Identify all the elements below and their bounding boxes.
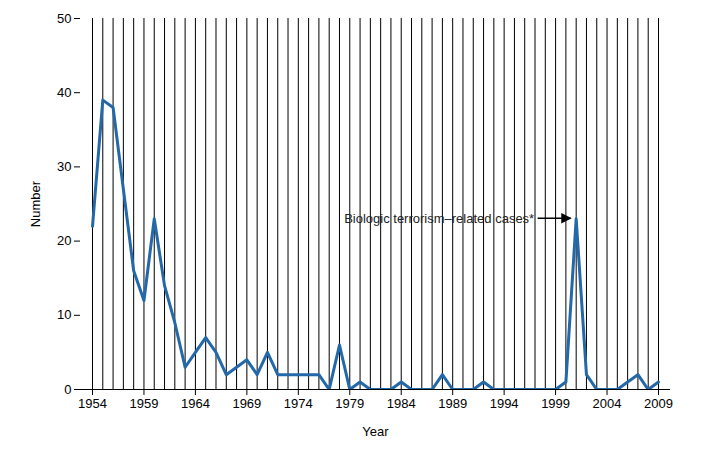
svg-text:1964: 1964 <box>181 396 210 411</box>
svg-text:1989: 1989 <box>438 396 467 411</box>
svg-text:30: 30 <box>57 159 71 174</box>
svg-text:2004: 2004 <box>593 396 622 411</box>
svg-text:Number: Number <box>28 180 43 227</box>
svg-text:1999: 1999 <box>541 396 570 411</box>
svg-text:1994: 1994 <box>490 396 519 411</box>
svg-text:Biologic terrorism–related cas: Biologic terrorism–related cases* <box>344 211 534 226</box>
svg-text:1959: 1959 <box>129 396 158 411</box>
svg-text:0: 0 <box>64 382 71 397</box>
svg-text:2009: 2009 <box>644 396 673 411</box>
svg-text:50: 50 <box>57 11 71 26</box>
svg-text:1979: 1979 <box>335 396 364 411</box>
svg-text:Year: Year <box>362 424 389 439</box>
svg-text:1969: 1969 <box>232 396 261 411</box>
svg-text:10: 10 <box>57 307 71 322</box>
svg-text:1974: 1974 <box>284 396 313 411</box>
svg-text:1984: 1984 <box>387 396 416 411</box>
svg-text:20: 20 <box>57 233 71 248</box>
svg-text:40: 40 <box>57 85 71 100</box>
svg-text:1954: 1954 <box>78 396 107 411</box>
